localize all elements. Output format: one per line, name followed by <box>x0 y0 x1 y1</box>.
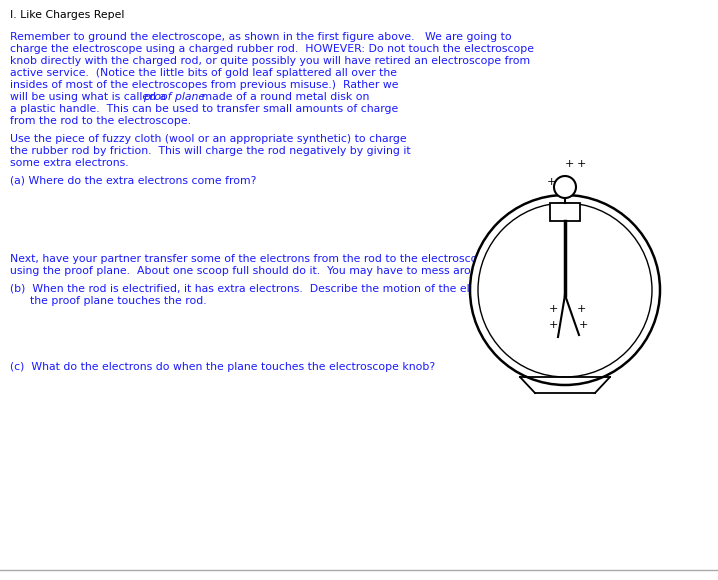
Text: will be using what is called a: will be using what is called a <box>10 92 169 102</box>
Text: insides of most of the electroscopes from previous misuse.)  Rather we: insides of most of the electroscopes fro… <box>10 79 398 89</box>
Text: Remember to ground the electroscope, as shown in the first figure above.   We ar: Remember to ground the electroscope, as … <box>10 31 512 42</box>
Text: proof plane: proof plane <box>143 92 205 102</box>
Text: +: + <box>549 304 558 314</box>
Text: Use the piece of fuzzy cloth (wool or an appropriate synthetic) to charge: Use the piece of fuzzy cloth (wool or an… <box>10 133 406 144</box>
Text: some extra electrons.: some extra electrons. <box>10 158 129 168</box>
Text: +: + <box>564 159 574 169</box>
Circle shape <box>471 196 659 384</box>
Circle shape <box>554 176 576 198</box>
Text: I. Like Charges Repel: I. Like Charges Repel <box>10 10 124 20</box>
Text: a plastic handle.  This can be used to transfer small amounts of charge: a plastic handle. This can be used to tr… <box>10 104 398 114</box>
Text: (c)  What do the electrons do when the plane touches the electroscope knob?: (c) What do the electrons do when the pl… <box>10 361 435 372</box>
Text: using the proof plane.  About one scoop full should do it.  You may have to mess: using the proof plane. About one scoop f… <box>10 266 523 275</box>
Text: (a) Where do the extra electrons come from?: (a) Where do the extra electrons come fr… <box>10 176 256 186</box>
Text: +: + <box>577 304 586 314</box>
Text: the proof plane touches the rod.: the proof plane touches the rod. <box>30 296 207 306</box>
Text: charge the electroscope using a charged rubber rod.  HOWEVER: Do not touch the e: charge the electroscope using a charged … <box>10 44 534 53</box>
Text: +: + <box>549 320 558 330</box>
Text: made of a round metal disk on: made of a round metal disk on <box>198 92 369 102</box>
Text: +: + <box>546 177 556 187</box>
Text: knob directly with the charged rod, or quite possibly you will have retired an e: knob directly with the charged rod, or q… <box>10 56 530 66</box>
Polygon shape <box>520 377 610 393</box>
Text: Next, have your partner transfer some of the electrons from the rod to the elect: Next, have your partner transfer some of… <box>10 253 521 263</box>
Bar <box>550 203 580 221</box>
Text: the rubber rod by friction.  This will charge the rod negatively by giving it: the rubber rod by friction. This will ch… <box>10 146 411 155</box>
Text: +: + <box>578 320 588 330</box>
Text: active service.  (Notice the little bits of gold leaf splattered all over the: active service. (Notice the little bits … <box>10 68 397 78</box>
Text: from the rod to the electroscope.: from the rod to the electroscope. <box>10 115 191 126</box>
Text: +: + <box>577 159 586 169</box>
Text: (b)  When the rod is electrified, it has extra electrons.  Describe the motion o: (b) When the rod is electrified, it has … <box>10 284 543 293</box>
